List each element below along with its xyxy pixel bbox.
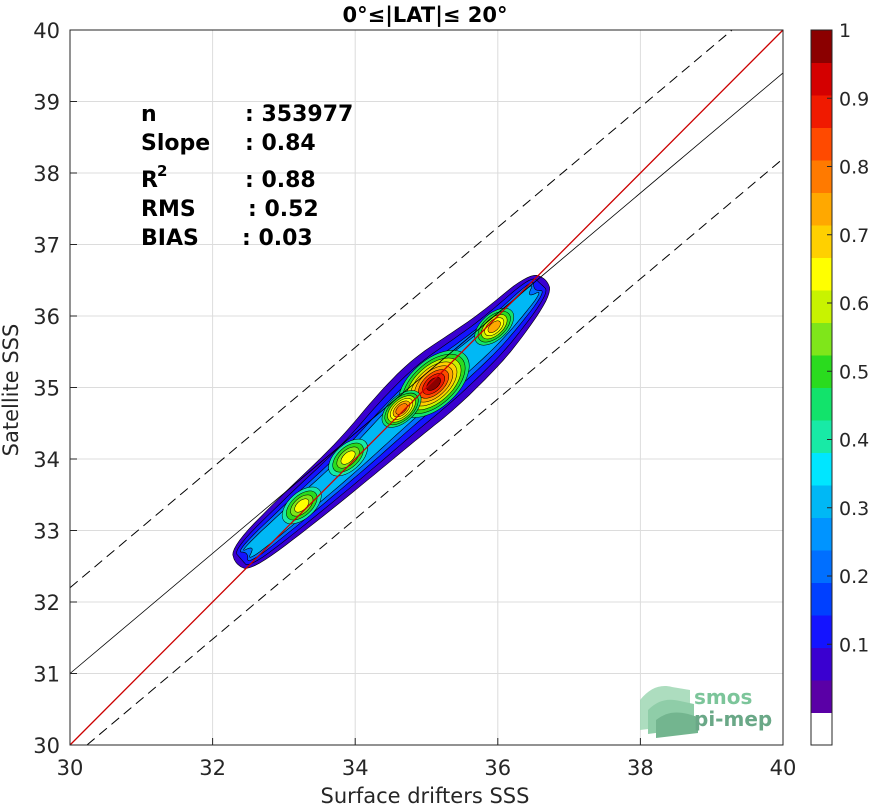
stat-slope-value: : 0.84 — [245, 131, 316, 156]
colorbar-tick-label: 0.1 — [839, 634, 869, 656]
colorbar-segment — [811, 712, 832, 746]
colorbar-segment — [811, 550, 832, 583]
x-tick-label: 32 — [199, 756, 226, 780]
colorbar-tick-label: 0.2 — [839, 566, 869, 588]
colorbar-segment — [811, 355, 832, 388]
colorbar-segment — [811, 420, 832, 453]
logo-text-smos: smos — [694, 685, 752, 709]
colorbar-segment — [811, 615, 832, 648]
colorbar-tick-label: 0.8 — [839, 157, 869, 179]
colorbar-segment — [811, 322, 832, 356]
colorbar — [811, 30, 832, 746]
x-axis-ticks: 30 32 34 36 38 40 — [57, 738, 797, 780]
x-tick-label: 40 — [770, 756, 797, 780]
stat-r2-label: R — [141, 168, 158, 193]
y-tick-label: 39 — [33, 91, 60, 115]
fit-lower-bound-line — [86, 158, 784, 746]
density-contours — [232, 274, 550, 569]
colorbar-tick-label: 0.5 — [839, 361, 869, 383]
colorbar-frame — [810, 29, 833, 746]
identity-line — [69, 29, 784, 746]
colorbar-segment — [811, 160, 832, 193]
colorbar-segment — [811, 517, 832, 551]
stat-n-value: : 353977 — [245, 102, 353, 127]
stat-rms-value: : 0.52 — [248, 197, 319, 222]
colorbar-tick-label: 1 — [839, 20, 851, 42]
y-tick-label: 34 — [33, 448, 60, 472]
colorbar-tick-label: 0.3 — [839, 498, 869, 520]
colorbar-segment — [811, 452, 832, 486]
y-tick-label: 36 — [33, 305, 60, 329]
wave-logo-icon — [640, 686, 698, 738]
y-axis-ticks: 30 31 32 33 34 35 36 37 38 39 40 — [33, 19, 77, 758]
colorbar-segment — [811, 257, 832, 291]
density-peak-2-ring-6 — [395, 403, 408, 415]
smos-pi-mep-logo: smos pi-mep — [640, 685, 772, 738]
colorbar-tick-label: 0.7 — [839, 225, 869, 247]
colorbar-segment — [811, 647, 832, 681]
colorbar-segment — [811, 225, 832, 258]
density-peak-1-ring-8 — [426, 377, 441, 391]
density-peak-5-ring-4 — [340, 450, 356, 465]
colorbar-segment — [811, 680, 832, 713]
colorbar-segment — [811, 95, 832, 128]
chart-title: 0°≤|LAT|≤ 20° — [342, 3, 507, 28]
x-axis-label: Surface drifters SSS — [321, 784, 530, 808]
colorbar-segment — [811, 192, 832, 226]
stats-block: n : 353977 Slope : 0.84 R 2 : 0.88 RMS :… — [141, 102, 353, 251]
colorbar-segment — [811, 290, 832, 323]
colorbar-tick-label: 0.4 — [839, 430, 869, 452]
colorbar-segment — [811, 127, 832, 161]
y-tick-label: 31 — [33, 663, 60, 687]
logo-text-pi-mep: pi-mep — [694, 707, 772, 731]
stat-r2-value: : 0.88 — [245, 168, 316, 193]
y-tick-label: 35 — [33, 377, 60, 401]
y-tick-label: 33 — [33, 520, 60, 544]
colorbar-segment — [811, 387, 832, 421]
stat-rms-label: RMS — [141, 197, 196, 222]
stat-slope-label: Slope — [141, 131, 210, 156]
x-tick-label: 30 — [57, 756, 84, 780]
y-tick-label: 32 — [33, 591, 60, 615]
y-tick-label: 37 — [33, 234, 60, 258]
x-tick-label: 36 — [484, 756, 511, 780]
colorbar-segment — [811, 30, 832, 63]
x-tick-label: 34 — [342, 756, 369, 780]
colorbar-segment — [811, 582, 832, 616]
reference-lines — [69, 29, 784, 746]
colorbar-tick-label: 0.6 — [839, 293, 869, 315]
y-tick-label: 40 — [33, 19, 60, 43]
stat-bias-label: BIAS — [141, 226, 199, 251]
colorbar-segment — [811, 62, 832, 96]
x-tick-label: 38 — [627, 756, 654, 780]
fit-upper-bound-line — [69, 29, 733, 589]
regression-line — [69, 72, 784, 674]
stat-n-label: n — [141, 102, 157, 127]
stat-bias-value: : 0.03 — [242, 226, 313, 251]
y-tick-label: 30 — [33, 734, 60, 758]
stat-r2-superscript: 2 — [157, 162, 167, 180]
colorbar-ticks: 0.1 0.2 0.3 0.4 0.5 0.6 0.7 0.8 0.9 1 — [827, 20, 869, 656]
y-tick-label: 38 — [33, 162, 60, 186]
y-axis-label: Satellite SSS — [0, 324, 23, 457]
colorbar-segment — [811, 485, 832, 518]
density-peak-3-ring-5 — [487, 320, 501, 333]
colorbar-tick-label: 0.9 — [839, 88, 869, 110]
